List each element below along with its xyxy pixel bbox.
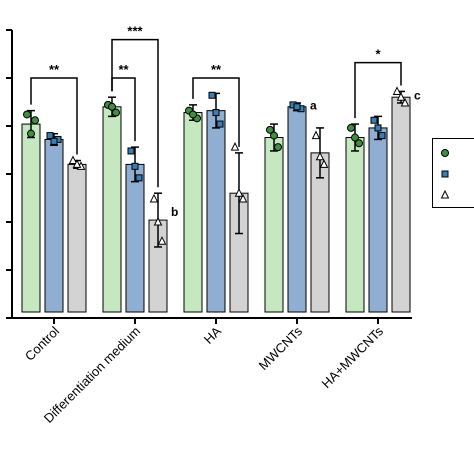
data-point-square	[212, 109, 220, 117]
data-point-circle	[108, 102, 116, 111]
data-point-square	[208, 91, 216, 99]
data-point-circle	[27, 129, 35, 138]
bar	[206, 110, 226, 313]
data-point-circle	[112, 108, 120, 117]
data-point-square	[370, 116, 378, 124]
data-point-square	[441, 170, 449, 178]
data-point-circle	[351, 133, 359, 142]
data-point-square	[46, 132, 54, 140]
significance-label: *	[375, 47, 381, 62]
legend-item	[439, 168, 474, 180]
data-point-circle	[347, 123, 355, 132]
data-point-circle	[270, 131, 278, 140]
data-point-circle	[189, 110, 197, 119]
data-point-square	[50, 137, 58, 145]
legend-item	[439, 147, 474, 159]
bar	[287, 106, 307, 313]
significance-bracket	[30, 77, 78, 155]
data-point-triangle	[72, 159, 82, 168]
data-point-triangle	[440, 189, 449, 199]
data-point-triangle	[396, 92, 406, 101]
data-point-circle	[23, 110, 31, 119]
chart-data-points	[23, 86, 410, 245]
legend-item	[439, 189, 474, 201]
data-point-triangle	[230, 142, 240, 151]
data-point-triangle	[392, 86, 402, 95]
bar	[21, 123, 41, 313]
annotation-label: b	[171, 205, 178, 219]
data-point-square	[135, 174, 143, 182]
significance-label: **	[49, 62, 60, 77]
bar	[67, 163, 87, 313]
data-point-triangle	[153, 216, 163, 226]
bar	[125, 163, 145, 313]
data-point-triangle	[149, 193, 159, 203]
data-point-triangle	[319, 159, 329, 168]
data-point-triangle	[311, 130, 321, 140]
data-point-square	[131, 162, 139, 170]
legend-marker-circle	[441, 149, 449, 157]
annotation-label: c	[414, 88, 421, 102]
significance-bracket	[111, 38, 159, 188]
bar	[44, 138, 64, 313]
annotation-label: a	[310, 99, 317, 113]
bar	[102, 106, 122, 313]
data-point-circle	[274, 143, 282, 152]
x-tick-label: MWCNTs	[256, 323, 306, 373]
bar	[368, 127, 388, 313]
x-tick-label: HA	[201, 323, 225, 347]
data-point-square	[216, 120, 224, 128]
data-point-triangle	[400, 97, 410, 107]
data-point-square	[378, 132, 386, 140]
significance-bracket	[192, 77, 240, 147]
data-point-circle	[355, 139, 363, 148]
chart-bars	[21, 96, 411, 313]
significance-label: ***	[127, 24, 143, 39]
chart-axes	[6, 29, 412, 324]
chart-annotations: b a c	[171, 88, 421, 219]
data-point-triangle	[157, 236, 167, 245]
legend-marker-square	[441, 170, 449, 178]
bar	[345, 137, 365, 313]
significance-bracket	[354, 61, 402, 119]
data-point-square	[127, 147, 135, 155]
data-point-square	[293, 103, 301, 111]
data-point-triangle	[315, 151, 325, 161]
data-point-triangle	[238, 193, 248, 203]
bar	[183, 112, 203, 313]
data-point-circle	[31, 116, 39, 125]
data-point-circle	[441, 149, 449, 157]
data-point-square	[374, 124, 382, 132]
data-point-triangle	[234, 188, 244, 197]
data-point-circle	[266, 125, 274, 134]
significance-label: **	[118, 62, 129, 77]
data-point-triangle	[68, 155, 78, 165]
x-tick-label: HA+MWCNTs	[319, 323, 387, 391]
legend-marker-triangle	[440, 189, 449, 199]
chart-legend	[432, 138, 474, 208]
x-tick-label: Control	[22, 323, 62, 363]
bar	[391, 96, 411, 313]
significance-label: **	[211, 62, 222, 77]
bar	[264, 137, 284, 313]
significance-brackets: ** ********	[30, 24, 402, 188]
